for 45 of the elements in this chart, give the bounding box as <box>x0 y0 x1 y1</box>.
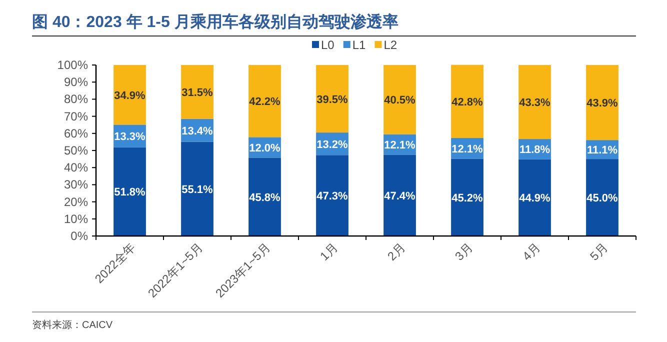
data-label: 47.4% <box>384 190 416 202</box>
bar <box>316 65 348 133</box>
data-label: 12.1% <box>384 140 416 152</box>
data-label: 34.9% <box>114 90 146 102</box>
bar <box>248 65 281 138</box>
bar <box>518 159 551 236</box>
bar <box>114 65 146 125</box>
data-label: 42.2% <box>249 96 281 108</box>
bar <box>181 142 214 236</box>
data-label: 40.5% <box>384 94 416 107</box>
legend-label: L0 <box>321 38 335 52</box>
bar <box>114 147 146 236</box>
data-label: 42.8% <box>452 96 484 108</box>
bar <box>586 159 618 236</box>
data-label: 13.3% <box>114 131 146 144</box>
bar <box>586 65 618 140</box>
data-label: 45.0% <box>586 192 618 205</box>
data-label: 51.8% <box>114 186 146 199</box>
data-label: 11.1% <box>586 144 618 157</box>
data-label: 12.1% <box>452 143 484 156</box>
data-label: 11.8% <box>519 144 550 156</box>
legend-label: L1 <box>352 38 366 52</box>
data-label: 44.9% <box>519 192 551 205</box>
bar <box>384 65 416 134</box>
data-label: 13.2% <box>316 138 348 151</box>
title: 图 40：2023 年 1-5 月乘用车各级别自动驾驶渗透率 <box>32 14 398 31</box>
bar <box>451 158 484 236</box>
bar <box>451 64 484 138</box>
data-label: 39.5% <box>316 94 348 106</box>
bar <box>181 65 214 119</box>
bar <box>384 154 416 236</box>
data-label: 47.3% <box>316 190 348 203</box>
data-label: 45.8% <box>249 192 281 204</box>
data-label: 43.3% <box>519 97 551 110</box>
data-label: 12.0% <box>249 142 281 154</box>
data-label: 45.2% <box>452 192 484 204</box>
bar <box>248 158 281 236</box>
data-label: 55.1% <box>182 184 214 196</box>
data-label: 13.4% <box>182 125 214 138</box>
annotation: 资料来源：CAICV <box>32 320 113 331</box>
bar <box>316 155 348 236</box>
data-label: 31.5% <box>182 86 214 99</box>
legend-label: L2 <box>384 38 398 52</box>
data-label: 43.9% <box>586 98 618 110</box>
bar <box>518 65 551 140</box>
